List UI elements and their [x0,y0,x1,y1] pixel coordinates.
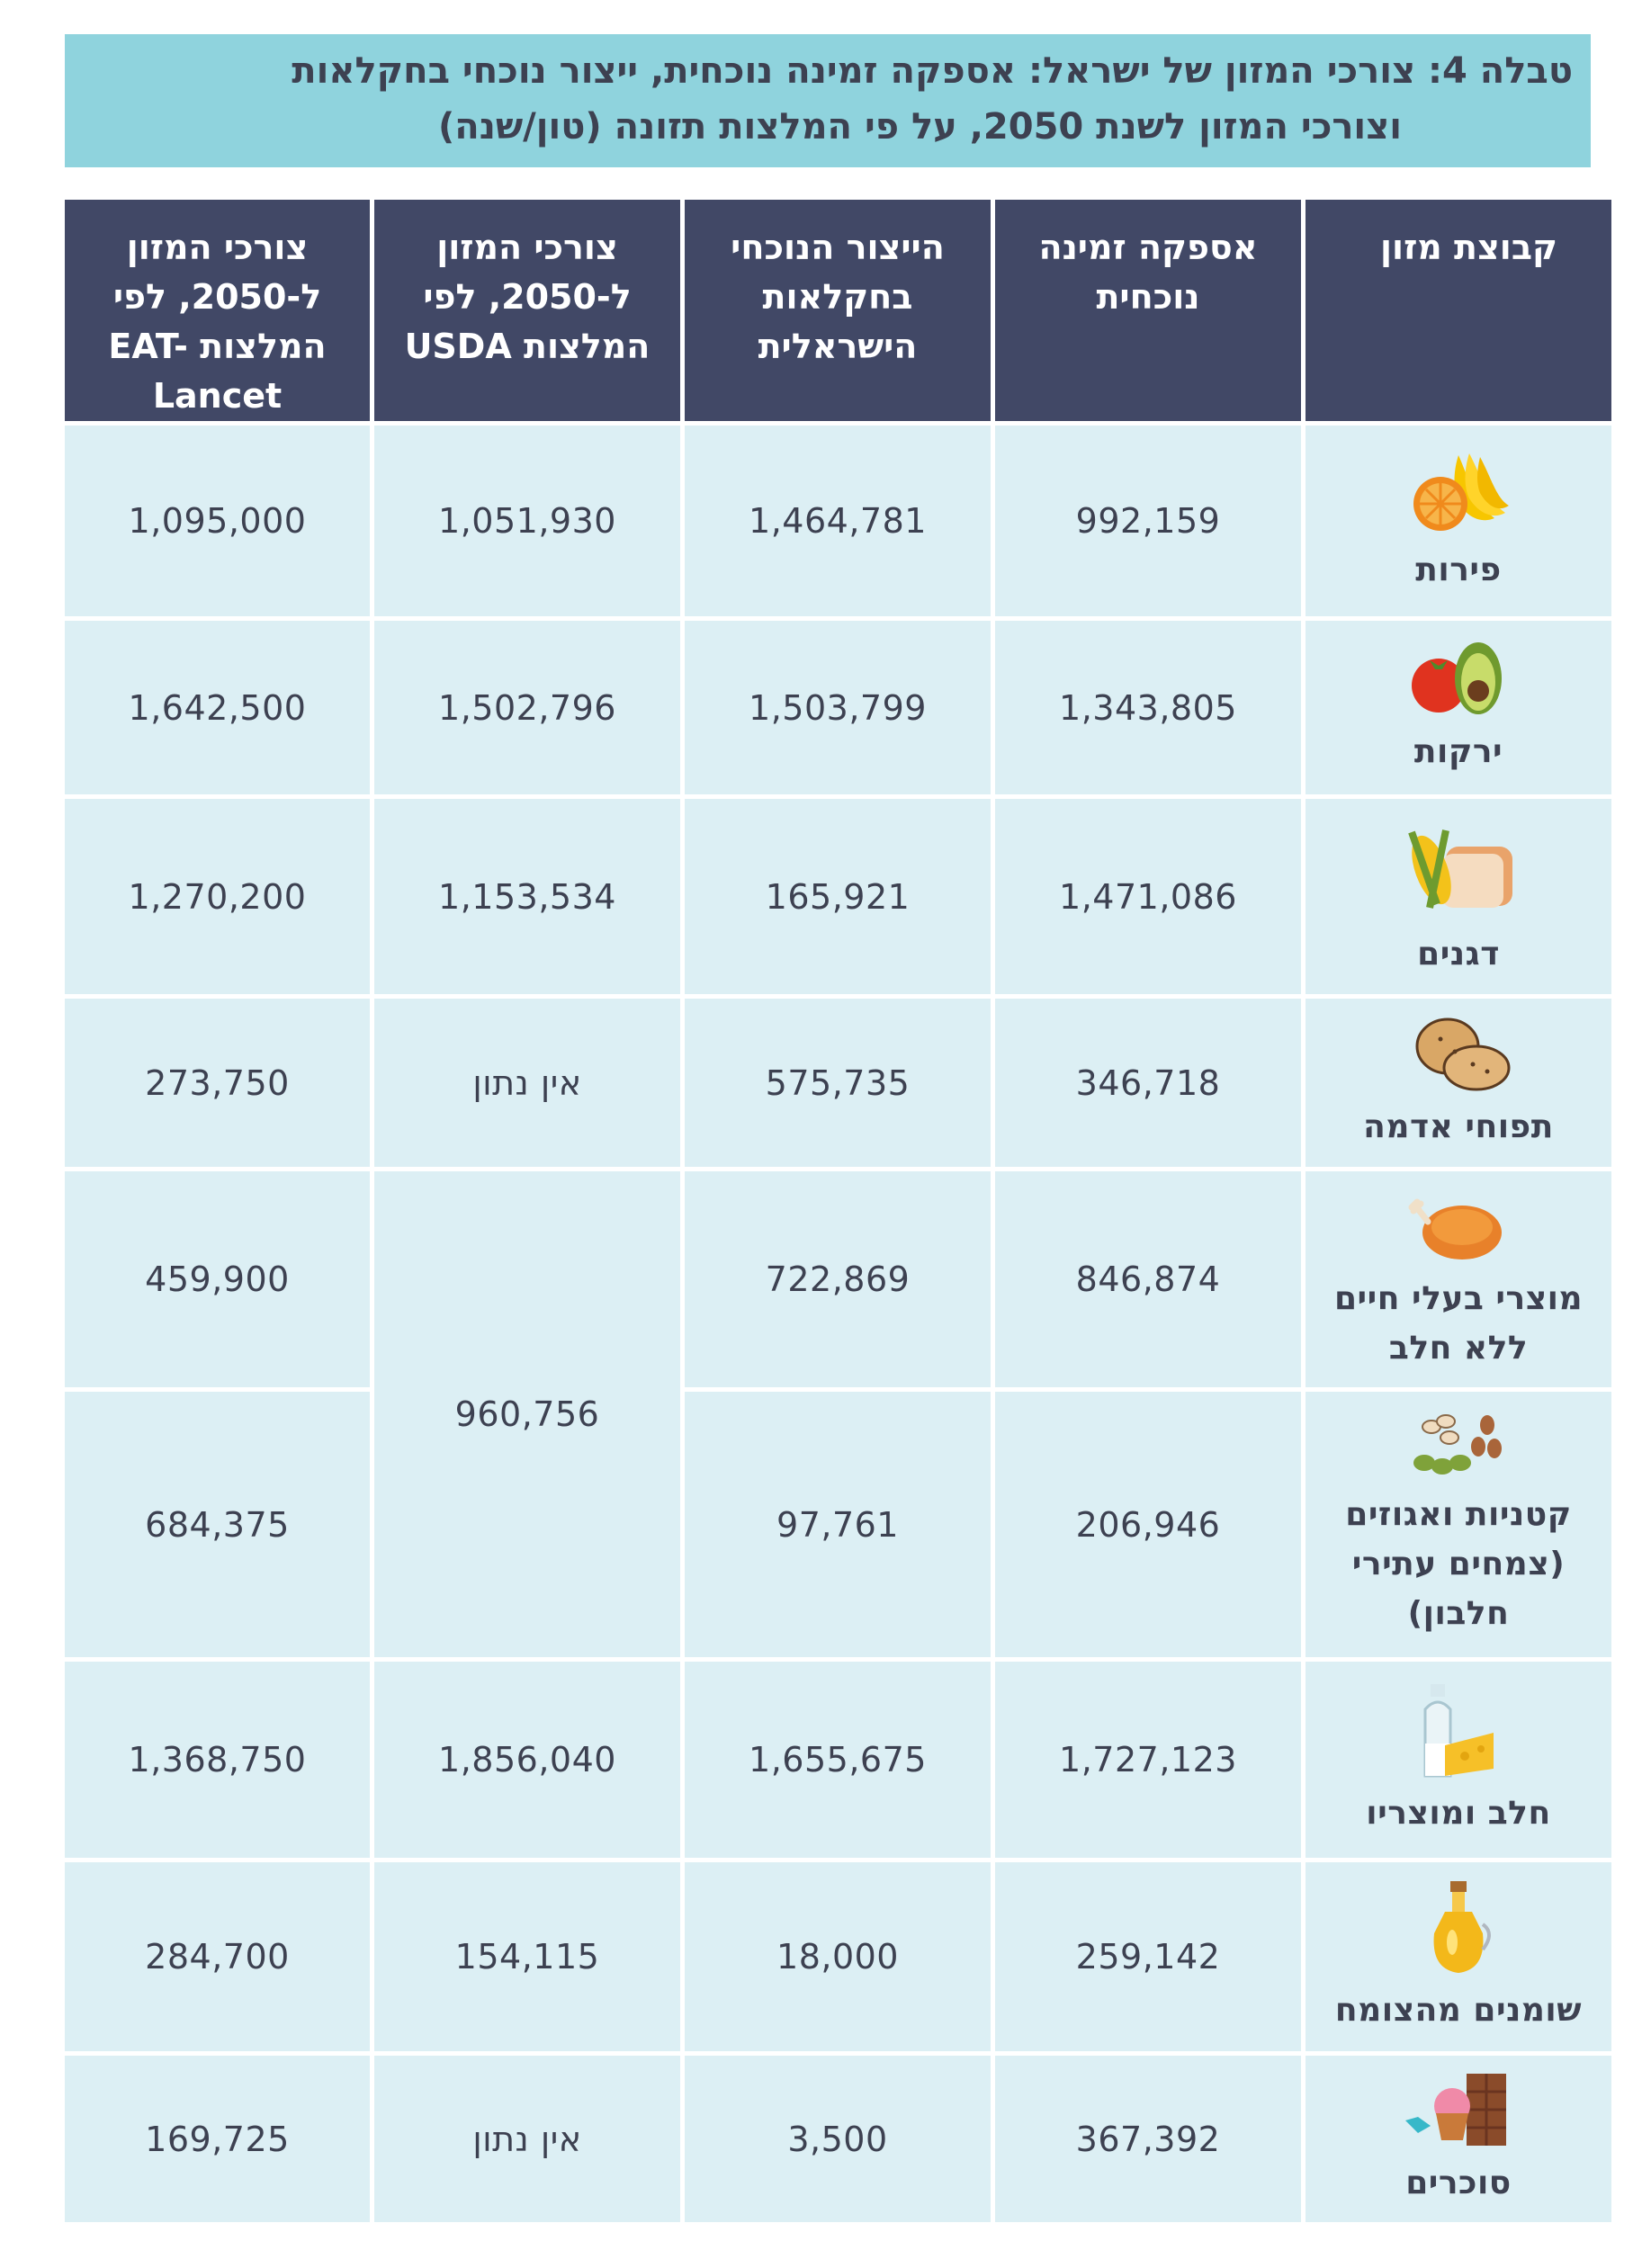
food-group-cell: ירקות [1306,621,1611,794]
food-group-cell: שומנים מהצומח [1306,1862,1611,2051]
food-group-label: ירקות [1413,733,1503,770]
usda-cell: 1,051,930 [374,426,680,616]
supply-cell: 1,727,123 [995,1662,1301,1858]
eat-lancet-cell: 684,375 [65,1392,370,1657]
title-line-1: טבלה 4: צורכי המזון של ישראל: אספקה זמינ… [292,50,1573,92]
header-row: קבוצת מזון אספקה זמינה נוכחית הייצור הנו… [65,200,1611,421]
production-cell: 3,500 [685,2056,991,2222]
eat-lancet-cell: 1,270,200 [65,799,370,994]
legumes-nuts-icon [1413,1414,1502,1475]
table-row: חלב ומוצריו 1,727,123 1,655,675 1,856,04… [65,1662,1611,1858]
supply-cell: 992,159 [995,426,1301,616]
eat-lancet-cell: 284,700 [65,1862,370,2051]
production-cell: 18,000 [685,1862,991,2051]
supply-cell: 1,471,086 [995,799,1301,994]
food-group-label: סוכרים [1405,2165,1512,2201]
title-line-2: וצורכי המזון לשנת 2050, על פי המלצות תזו… [437,106,1402,148]
food-group-label: דגנים [1417,936,1500,973]
production-cell: 1,655,675 [685,1662,991,1858]
food-group-cell: סוכרים [1306,2056,1611,2222]
food-group-label: תפוחי אדמה [1363,1108,1554,1145]
fruit-icon [1413,453,1509,531]
supply-cell: 846,874 [995,1171,1301,1387]
food-group-label: פירות [1415,551,1502,588]
supply-cell: 206,946 [995,1392,1301,1657]
production-cell: 97,761 [685,1392,991,1657]
potatoes-icon [1415,1017,1511,1091]
production-cell: 575,735 [685,999,991,1167]
eat-lancet-cell: 459,900 [65,1171,370,1387]
chicken-icon [1408,1198,1502,1260]
food-group-cell: מוצרי בעלי חיים ללא חלב [1306,1171,1611,1387]
food-group-cell: קטניות ואגוזים (צמחים עתירי חלבון) [1306,1392,1611,1657]
usda-cell: אין נתון [374,999,680,1167]
milk-cheese-icon [1423,1683,1494,1777]
table-row: פירות 992,159 1,464,781 1,051,930 1,095,… [65,426,1611,616]
food-group-cell: דגנים [1306,799,1611,994]
usda-cell: אין נתון [374,2056,680,2222]
food-group-label: מוצרי בעלי חיים ללא חלב [1333,1280,1584,1367]
eat-lancet-cell: 1,642,500 [65,621,370,794]
usda-cell: 1,153,534 [374,799,680,994]
usda-cell: 154,115 [374,1862,680,2051]
header-eat-lancet: צורכי המזון ל-2050, לפי המלצות EAT-Lance… [65,200,370,421]
production-cell: 1,503,799 [685,621,991,794]
header-supply: אספקה זמינה נוכחית [995,200,1301,421]
table-row: מוצרי בעלי חיים ללא חלב 846,874 722,869 … [65,1171,1611,1657]
table-row: קטניות ואגוזים (צמחים עתירי חלבון) 206,9… [65,1392,1611,1657]
food-group-label: שומנים מהצומח [1334,1991,1583,2029]
usda-cell: 1,502,796 [374,621,680,794]
oil-bottle-icon [1433,1880,1491,1973]
eat-lancet-cell: 1,095,000 [65,426,370,616]
food-group-cell: חלב ומוצריו [1306,1662,1611,1858]
production-cell: 1,464,781 [685,426,991,616]
eat-lancet-cell: 273,750 [65,999,370,1167]
food-group-cell: פירות [1306,426,1611,616]
grains-icon [1408,829,1512,909]
supply-cell: 367,392 [995,2056,1301,2222]
food-group-label: קטניות ואגוזים (צמחים עתירי חלבון) [1345,1496,1572,1632]
table-title: טבלה 4: צורכי המזון של ישראל: אספקה זמינ… [65,34,1591,167]
vegetables-icon [1412,642,1502,714]
eat-lancet-cell: 169,725 [65,2056,370,2222]
sweets-icon [1405,2074,1506,2146]
usda-merged-cell: 960,756 [374,1171,680,1657]
table-row: ירקות 1,343,805 1,503,799 1,502,796 1,64… [65,621,1611,794]
supply-cell: 346,718 [995,999,1301,1167]
eat-lancet-cell: 1,368,750 [65,1662,370,1858]
supply-cell: 259,142 [995,1862,1301,2051]
usda-cell: 1,856,040 [374,1662,680,1858]
food-group-label: חלב ומוצריו [1366,1794,1551,1832]
table-row: שומנים מהצומח 259,142 18,000 154,115 284… [65,1862,1611,2051]
table-row: תפוחי אדמה 346,718 575,735 אין נתון 273,… [65,999,1611,1167]
header-usda: צורכי המזון ל-2050, לפי המלצות USDA [374,200,680,421]
header-production: הייצור הנוכחי בחקלאות הישראלית [685,200,991,421]
supply-cell: 1,343,805 [995,621,1301,794]
food-needs-table: קבוצת מזון אספקה זמינה נוכחית הייצור הנו… [60,195,1616,2227]
table-row: סוכרים 367,392 3,500 אין נתון 169,725 [65,2056,1611,2222]
food-group-cell: תפוחי אדמה [1306,999,1611,1167]
table-row: דגנים 1,471,086 165,921 1,153,534 1,270,… [65,799,1611,994]
production-cell: 722,869 [685,1171,991,1387]
production-cell: 165,921 [685,799,991,994]
header-food-group: קבוצת מזון [1306,200,1611,421]
